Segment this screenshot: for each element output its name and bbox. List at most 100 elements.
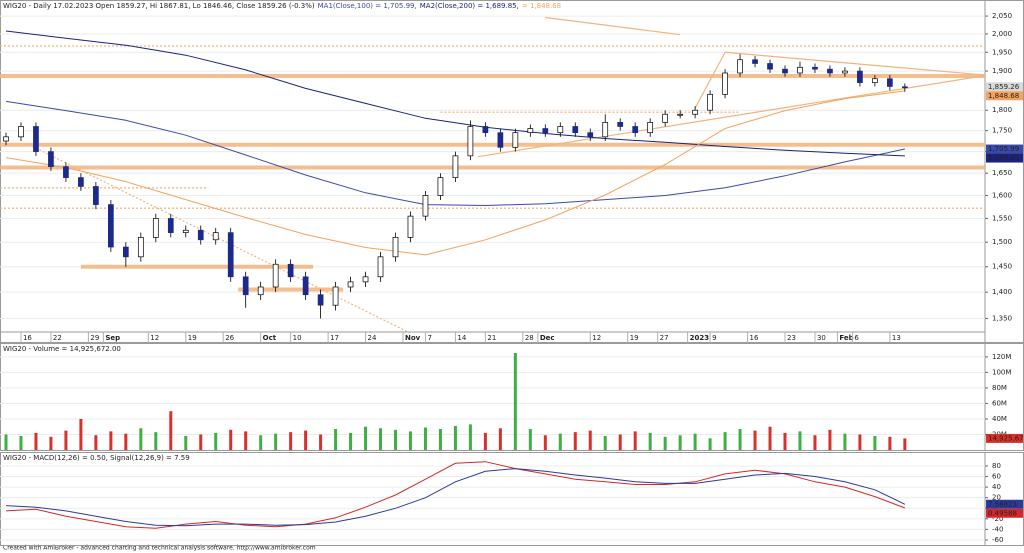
y-tick-label: 1,950 <box>992 48 1012 56</box>
volume-bar <box>813 435 817 450</box>
x-tick-label: 17 <box>330 334 339 342</box>
volume-bar <box>543 435 547 450</box>
candle-body <box>407 215 414 238</box>
y-tick-label: 40 <box>992 483 1001 491</box>
volume-bar <box>214 432 218 450</box>
candle-body <box>347 281 354 288</box>
x-tick-label: 19 <box>188 334 197 342</box>
volume-bar <box>289 432 293 450</box>
end-label-box <box>986 153 1023 163</box>
candle-body <box>737 59 743 74</box>
volume-bar <box>588 430 592 450</box>
candle-body <box>797 66 803 74</box>
trend-line <box>545 16 681 36</box>
volume-bar <box>633 431 637 450</box>
volume-bar <box>528 429 532 450</box>
x-tick-label: 24 <box>368 334 377 342</box>
x-tick-label: 16 <box>23 334 32 342</box>
y-tick-label: 100M <box>992 368 1011 376</box>
candle-body <box>33 126 39 152</box>
panel-title: WIG20 - Daily 17.02.2023 Open 1859.27, H… <box>3 2 561 10</box>
volume-bar <box>888 436 892 450</box>
candle-body <box>782 68 788 74</box>
x-tick-label: 28 <box>525 334 534 342</box>
x-tick-label: 29 <box>90 334 99 342</box>
volume-bar <box>678 435 682 450</box>
candle-body <box>542 128 549 134</box>
y-tick-label: 1,400 <box>992 288 1012 296</box>
y-tick-label: -40 <box>992 525 1003 533</box>
x-tick-label: 22 <box>53 334 62 342</box>
x-tick-label: Dec <box>540 334 555 342</box>
x-tick-label: 2023 <box>690 334 710 342</box>
x-tick-label: 12 <box>592 334 601 342</box>
candle-body <box>827 68 833 74</box>
candle-body <box>557 126 564 134</box>
volume-bar <box>618 434 622 450</box>
volume-bar <box>184 436 188 450</box>
candle-body <box>108 204 114 248</box>
candle-body <box>752 59 758 64</box>
trend-line <box>28 143 410 332</box>
candle-body <box>122 246 129 258</box>
volume-bar <box>858 434 862 450</box>
volume-bar <box>768 426 772 450</box>
volume-bar <box>483 432 487 450</box>
y-tick-label: -20 <box>992 515 1003 523</box>
candle-body <box>317 294 324 306</box>
candle-body <box>197 229 204 241</box>
volume-bar <box>663 436 667 450</box>
candle-body <box>842 70 848 74</box>
volume-bar <box>873 436 877 450</box>
title-text: WIG20 - Daily 17.02.2023 Open 1859.27, H… <box>3 2 315 10</box>
plot-area <box>0 461 985 541</box>
volume-bar <box>34 432 38 450</box>
y-tick-label: 1,600 <box>992 191 1012 199</box>
candle-body <box>647 122 654 134</box>
volume-bar <box>513 353 517 450</box>
volume-bar <box>229 429 233 450</box>
end-label: 1,705.99 <box>988 145 1019 153</box>
volume-bar <box>723 432 727 450</box>
moving-average <box>5 30 905 157</box>
volume-bar <box>349 432 353 450</box>
candle-body <box>302 276 309 296</box>
candle-body <box>497 132 504 148</box>
indicator-line <box>5 461 906 529</box>
y-tick-label: 1,350 <box>992 314 1012 322</box>
volume-bar <box>423 427 427 450</box>
end-label-box <box>986 433 1023 443</box>
x-tick-label: 14 <box>457 334 466 342</box>
end-label: 0.49588 <box>988 509 1017 517</box>
candle-body <box>227 232 234 278</box>
candle-body <box>287 263 294 278</box>
volume-bar <box>109 431 113 450</box>
volume-bar <box>139 428 143 450</box>
y-tick-label: 2,050 <box>992 12 1012 20</box>
candle-body <box>3 136 9 142</box>
end-label-box <box>986 144 1023 154</box>
candle-body <box>902 86 908 89</box>
volume-bar <box>738 429 742 450</box>
x-tick-label: 16 <box>750 334 759 342</box>
volume-bar <box>94 435 98 450</box>
volume-bar <box>453 425 457 450</box>
candle-body <box>722 72 728 95</box>
volume-bar <box>244 431 248 450</box>
x-tick-label: Sep <box>105 334 120 342</box>
x-tick-label: 26 <box>225 334 234 342</box>
candle-body <box>18 126 24 138</box>
volume-bar <box>64 430 68 450</box>
candle-body <box>257 286 264 296</box>
y-tick-label: 60M <box>992 399 1007 407</box>
volume-bar <box>843 433 847 450</box>
volume-bar <box>274 433 278 450</box>
volume-bar <box>753 430 757 450</box>
indicator-line <box>5 468 906 527</box>
x-tick-label: 10 <box>293 334 302 342</box>
end-label-box <box>986 499 1023 509</box>
candle-body <box>617 122 624 127</box>
candle-body <box>437 177 444 196</box>
